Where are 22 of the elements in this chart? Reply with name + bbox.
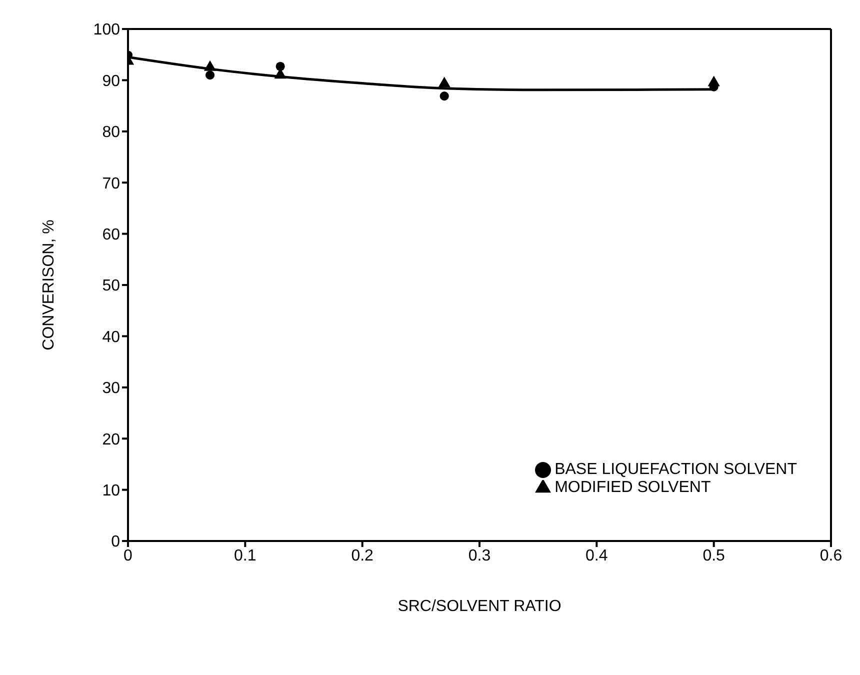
- x-tick-label: 0: [124, 547, 133, 564]
- y-tick-label: 10: [102, 482, 120, 500]
- x-tick-label: 0.6: [820, 547, 842, 564]
- y-tick-label: 40: [102, 328, 120, 346]
- y-tick-label: 50: [102, 278, 120, 295]
- y-tick-label: 90: [102, 72, 120, 90]
- legend-label: BASE LIQUEFACTION SOLVENT: [554, 461, 797, 478]
- y-tick-label: 70: [102, 175, 120, 192]
- y-axis-title: CONVERISON, %: [40, 220, 58, 350]
- legend-label: MODIFIED SOLVENT: [554, 479, 711, 496]
- x-tick-label: 0.3: [468, 547, 491, 564]
- y-tick-label: 30: [102, 380, 120, 398]
- x-tick-label: 0.1: [234, 547, 256, 564]
- y-tick-label: 80: [102, 124, 120, 142]
- y-tick-label: 100: [93, 22, 120, 39]
- y-tick-label: 20: [102, 431, 120, 448]
- x-tick-label: 0.2: [351, 547, 374, 564]
- x-axis-title: SRC/SOLVENT RATIO: [398, 598, 562, 615]
- x-tick-label: 0.4: [586, 547, 608, 564]
- y-tick-label: 0: [111, 534, 120, 551]
- y-tick-label: 60: [102, 226, 120, 244]
- x-tick-label: 0.5: [702, 547, 726, 564]
